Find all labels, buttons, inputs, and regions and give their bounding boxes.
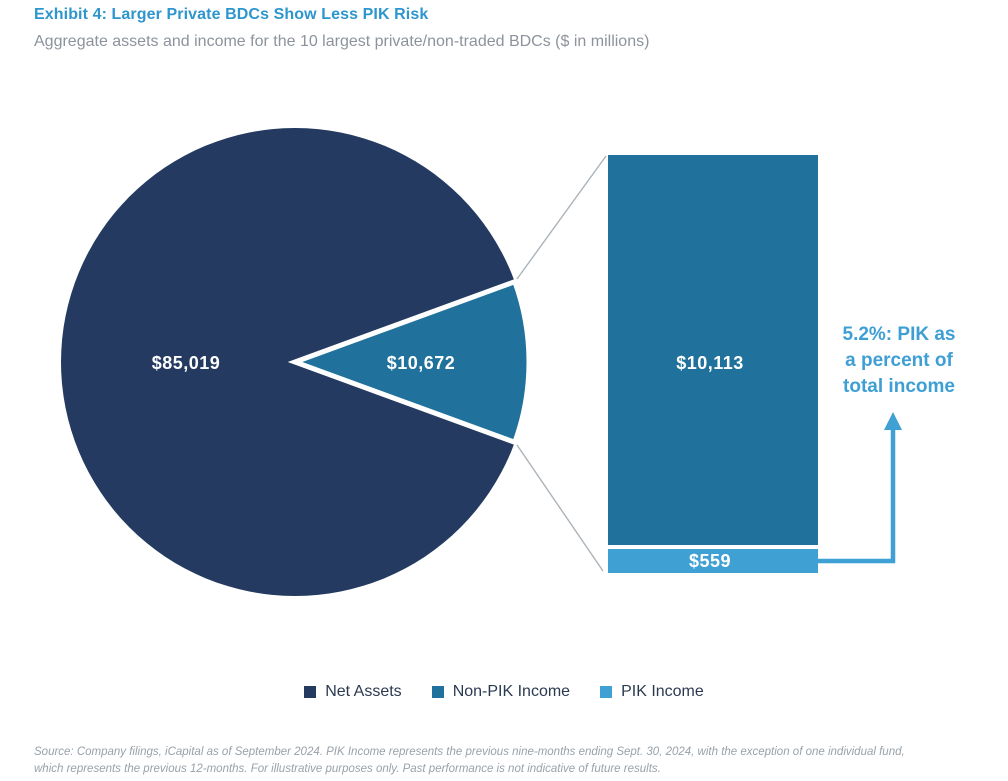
legend-label: Non-PIK Income	[452, 683, 571, 700]
legend-label: PIK Income	[621, 683, 704, 700]
source-note: Source: Company filings, iCapital as of …	[34, 744, 994, 778]
legend-item-pik-income: PIK Income	[600, 683, 704, 701]
label-net-assets: $85,019	[152, 353, 221, 373]
chart-subtitle: Aggregate assets and income for the 10 l…	[34, 33, 650, 50]
pik-annotation-line: a percent of	[845, 350, 953, 371]
callout-line-bottom	[516, 444, 604, 572]
source-note-line: which represents the previous 12-months.…	[34, 763, 661, 775]
legend-swatch-net-assets	[304, 686, 317, 698]
label-non-pik-income: $10,113	[676, 353, 744, 373]
chart-title: Exhibit 4: Larger Private BDCs Show Less…	[34, 6, 429, 23]
legend-label: Net Assets	[325, 683, 402, 700]
legend-item-net-assets: Net Assets	[304, 683, 402, 701]
label-income-slice: $10,672	[387, 353, 456, 373]
arrow-head-icon	[884, 412, 902, 430]
pik-annotation: 5.2%: PIK as a percent of total income	[820, 322, 978, 400]
pik-arrow	[818, 429, 896, 564]
legend-swatch-non-pik-income	[431, 686, 444, 698]
callout-line-top	[516, 155, 607, 280]
pie-slice-total-income	[287, 278, 532, 446]
bar-segment-pik-income	[608, 549, 818, 573]
legend: Net Assets Non-PIK Income PIK Income	[0, 683, 1008, 701]
source-note-line: Source: Company filings, iCapital as of …	[34, 746, 905, 758]
legend-item-non-pik-income: Non-PIK Income	[431, 683, 571, 701]
pik-annotation-line: 5.2%: PIK as	[842, 324, 956, 345]
legend-swatch-pik-income	[600, 686, 613, 698]
pik-annotation-line: total income	[843, 376, 955, 397]
label-pik-income: $559	[689, 551, 731, 571]
bar-segment-non-pik-income	[608, 155, 818, 545]
